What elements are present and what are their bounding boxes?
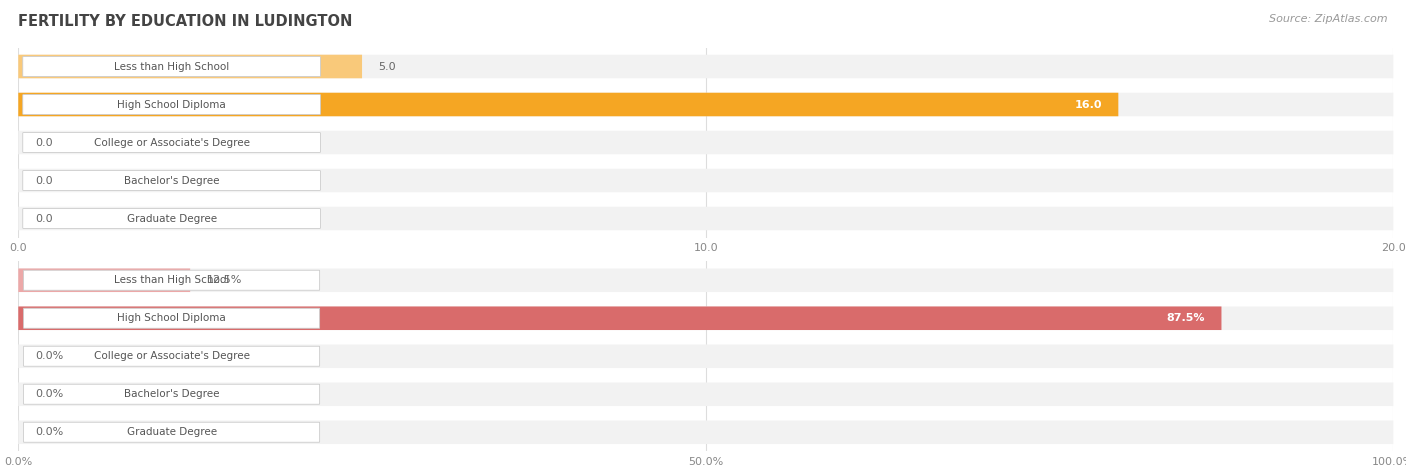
- Text: 87.5%: 87.5%: [1167, 313, 1205, 323]
- FancyBboxPatch shape: [18, 131, 1393, 154]
- FancyBboxPatch shape: [18, 306, 1222, 330]
- FancyBboxPatch shape: [22, 171, 321, 190]
- Text: 0.0: 0.0: [35, 175, 52, 186]
- Text: 12.5%: 12.5%: [207, 275, 242, 285]
- Text: 5.0: 5.0: [378, 61, 396, 72]
- FancyBboxPatch shape: [24, 270, 319, 290]
- Text: 16.0: 16.0: [1074, 99, 1102, 110]
- FancyBboxPatch shape: [18, 344, 1393, 368]
- FancyBboxPatch shape: [24, 308, 319, 328]
- FancyBboxPatch shape: [18, 420, 1393, 444]
- FancyBboxPatch shape: [18, 268, 190, 292]
- FancyBboxPatch shape: [18, 207, 1393, 230]
- Text: Less than High School: Less than High School: [114, 61, 229, 72]
- FancyBboxPatch shape: [22, 209, 321, 228]
- FancyBboxPatch shape: [22, 95, 321, 114]
- FancyBboxPatch shape: [24, 384, 319, 404]
- FancyBboxPatch shape: [24, 346, 319, 366]
- FancyBboxPatch shape: [18, 55, 363, 78]
- FancyBboxPatch shape: [18, 55, 1393, 78]
- FancyBboxPatch shape: [18, 268, 1393, 292]
- Text: FERTILITY BY EDUCATION IN LUDINGTON: FERTILITY BY EDUCATION IN LUDINGTON: [18, 14, 353, 29]
- FancyBboxPatch shape: [24, 422, 319, 442]
- Text: High School Diploma: High School Diploma: [117, 313, 226, 323]
- Text: Less than High School: Less than High School: [114, 275, 229, 285]
- FancyBboxPatch shape: [18, 306, 1393, 330]
- Text: Bachelor's Degree: Bachelor's Degree: [124, 389, 219, 399]
- FancyBboxPatch shape: [18, 93, 1118, 116]
- Text: Source: ZipAtlas.com: Source: ZipAtlas.com: [1270, 14, 1388, 24]
- Text: College or Associate's Degree: College or Associate's Degree: [94, 351, 250, 361]
- FancyBboxPatch shape: [22, 133, 321, 152]
- FancyBboxPatch shape: [18, 169, 1393, 192]
- Text: 0.0: 0.0: [35, 213, 52, 224]
- FancyBboxPatch shape: [18, 382, 1393, 406]
- Text: Graduate Degree: Graduate Degree: [127, 427, 217, 437]
- Text: 0.0%: 0.0%: [35, 351, 63, 361]
- Text: 0.0: 0.0: [35, 137, 52, 148]
- FancyBboxPatch shape: [18, 93, 1393, 116]
- Text: 0.0%: 0.0%: [35, 427, 63, 437]
- FancyBboxPatch shape: [22, 57, 321, 76]
- Text: Graduate Degree: Graduate Degree: [127, 213, 217, 224]
- Text: College or Associate's Degree: College or Associate's Degree: [94, 137, 250, 148]
- Text: 0.0%: 0.0%: [35, 389, 63, 399]
- Text: Bachelor's Degree: Bachelor's Degree: [124, 175, 219, 186]
- Text: High School Diploma: High School Diploma: [117, 99, 226, 110]
